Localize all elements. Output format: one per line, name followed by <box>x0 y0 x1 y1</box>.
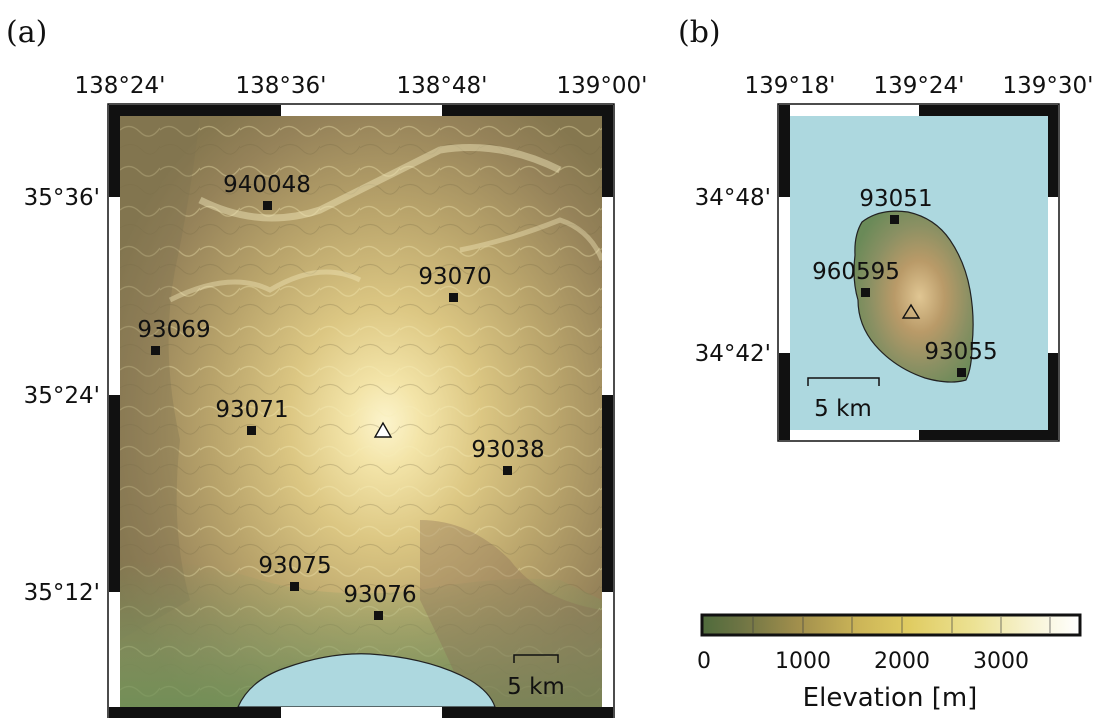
lat-tick-a-2: 35°12' <box>24 580 100 606</box>
lon-tick-b-0: 139°18' <box>745 73 836 99</box>
station-marker <box>449 293 458 302</box>
elevation-colorbar: 0 1000 2000 3000 Elevation [m] <box>697 613 1082 713</box>
panel-a-stations: 940048 93070 93069 93071 93038 93075 930… <box>137 172 545 620</box>
lon-tick-b-1: 139°24' <box>874 73 965 99</box>
panel-a-map: 138°24' 138°36' 138°48' 139°00' 35°36' 3… <box>24 73 648 718</box>
station-marker <box>861 288 870 297</box>
lat-tick-a-1: 35°24' <box>24 383 100 409</box>
station-marker <box>263 201 272 210</box>
lat-tick-b-0: 34°48' <box>695 185 771 211</box>
lat-tick-b-1: 34°42' <box>695 341 771 367</box>
colorbar-title: Elevation [m] <box>803 683 978 713</box>
station-label: 93071 <box>215 397 288 423</box>
volcano-triangle-icon <box>373 421 393 438</box>
colorbar-tick: 1000 <box>775 649 831 674</box>
bay-water <box>237 653 496 707</box>
station-marker <box>890 215 899 224</box>
scale-label: 5 km <box>814 396 872 422</box>
panel-b-label: (b) <box>678 15 721 50</box>
station-marker <box>290 582 299 591</box>
panel-b-map: 139°18' 139°24' 139°30' 34°48' 34°42' 93… <box>695 73 1094 442</box>
station-label: 93076 <box>343 582 416 608</box>
colorbar-tick: 0 <box>697 649 711 674</box>
panel-b-scale-bar: 5 km <box>807 377 880 422</box>
volcano-triangle-icon <box>901 303 921 319</box>
station-label: 93075 <box>258 553 331 579</box>
colorbar-tick: 2000 <box>874 649 930 674</box>
station-label: 940048 <box>223 172 311 198</box>
panel-a-label: (a) <box>6 15 47 50</box>
station-label: 93069 <box>137 317 210 343</box>
panel-a-scale-bar: 5 km <box>507 654 565 700</box>
lon-tick-a-0: 138°24' <box>75 73 166 99</box>
station-marker <box>374 611 383 620</box>
station-label: 93055 <box>924 339 997 365</box>
station-marker <box>151 346 160 355</box>
station-label: 960595 <box>812 259 900 285</box>
lon-tick-b-2: 139°30' <box>1003 73 1094 99</box>
station-label: 93051 <box>859 186 932 212</box>
station-label: 93038 <box>471 437 544 463</box>
station-marker <box>957 368 966 377</box>
island-outline <box>853 210 974 383</box>
station-marker <box>247 426 256 435</box>
lon-tick-a-3: 139°00' <box>557 73 648 99</box>
lat-tick-a-0: 35°36' <box>24 185 100 211</box>
lon-tick-a-1: 138°36' <box>236 73 327 99</box>
colorbar-tick: 3000 <box>973 649 1029 674</box>
panel-b-stations: 93051 960595 93055 <box>812 186 998 377</box>
lon-tick-a-2: 138°48' <box>397 73 488 99</box>
station-label: 93070 <box>418 264 491 290</box>
scale-label: 5 km <box>507 674 565 700</box>
station-marker <box>503 466 512 475</box>
